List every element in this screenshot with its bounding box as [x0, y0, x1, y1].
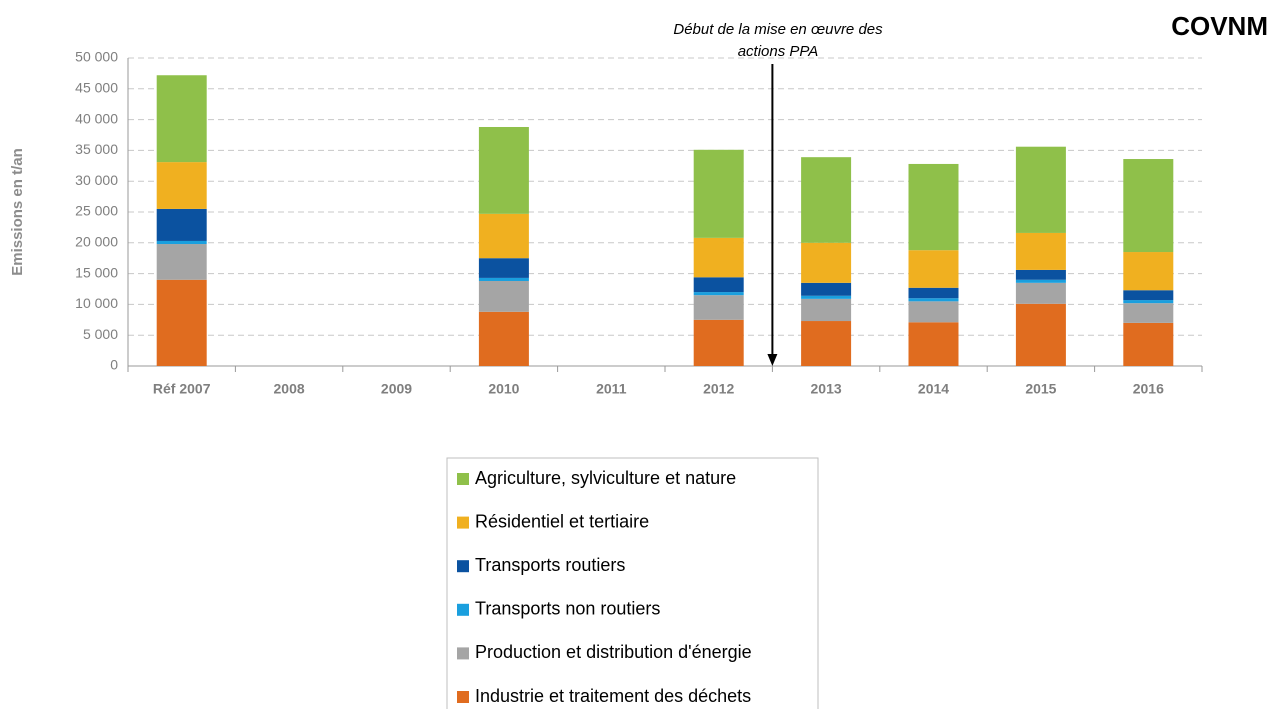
x-tick-label: 2011 [596, 381, 627, 397]
x-tick-label: Réf 2007 [153, 381, 211, 397]
bar-segment [1015, 146, 1066, 233]
annotation-arrowhead [767, 354, 778, 366]
bar-segment [693, 149, 744, 238]
bar-segment [478, 280, 529, 312]
bar-segment [908, 322, 959, 366]
legend-swatch [457, 473, 469, 485]
legend-swatch [457, 603, 469, 616]
bar-segment [908, 250, 959, 288]
bar-segment [156, 244, 207, 280]
bar-segment [156, 279, 207, 366]
bar-segment [693, 292, 744, 296]
bar-segment [1015, 269, 1066, 280]
bar-segment [1123, 252, 1174, 291]
legend-swatch [457, 560, 469, 573]
bar-segment [801, 295, 852, 299]
bar-segment [478, 213, 529, 259]
bar-segment [1015, 303, 1066, 366]
bar-segment [156, 240, 207, 245]
y-tick-label: 30 000 [75, 172, 118, 188]
bar-segment [1123, 303, 1174, 323]
y-axis-label: Emissions en t/an [9, 148, 26, 276]
x-tick-label: 2010 [488, 381, 519, 397]
x-tick-label: 2009 [381, 381, 412, 397]
bar-segment [801, 157, 852, 243]
bar-segment [908, 163, 959, 251]
bar-segment [908, 287, 959, 299]
bar-segment [478, 277, 529, 281]
bar-segment [693, 277, 744, 293]
bar-segment [478, 311, 529, 366]
bar-segment [908, 298, 959, 302]
bar-segment [1123, 159, 1174, 253]
legend-label: Production et distribution d'énergie [475, 642, 752, 662]
legend-swatch [457, 647, 469, 660]
x-tick-label: 2014 [918, 381, 949, 397]
legend-label: Agriculture, sylviculture et nature [475, 468, 736, 488]
legend-label: Transports routiers [475, 555, 625, 575]
bar-segment [1015, 232, 1066, 270]
legend-box [446, 457, 819, 709]
bar-segment [156, 208, 207, 241]
bar-segment [693, 319, 744, 366]
bar-segment [156, 75, 207, 163]
legend-label: Industrie et traitement des déchets [475, 686, 751, 706]
bar-segment [801, 242, 852, 283]
y-tick-label: 20 000 [75, 234, 118, 250]
chart-title: COVNM [1171, 11, 1268, 41]
y-tick-label: 50 000 [75, 49, 118, 65]
y-tick-label: 25 000 [75, 203, 118, 219]
legend-label: Transports non routiers [475, 599, 660, 619]
y-tick-label: 10 000 [75, 295, 118, 311]
y-tick-label: 5 000 [83, 326, 118, 342]
bar-segment [1123, 300, 1174, 304]
annotation: Début de la mise en œuvre des [673, 21, 883, 38]
x-tick-label: 2008 [274, 381, 305, 397]
x-tick-label: 2012 [703, 381, 734, 397]
x-tick-label: 2016 [1133, 381, 1164, 397]
bar-segment [801, 321, 852, 366]
y-tick-label: 0 [110, 357, 118, 373]
bar-segment [1123, 290, 1174, 301]
bar-segment [1015, 282, 1066, 304]
x-tick-label: 2015 [1025, 381, 1056, 397]
y-tick-label: 15 000 [75, 264, 118, 280]
annotation: actions PPA [738, 43, 819, 60]
bar-segment [1015, 279, 1066, 283]
y-tick-label: 40 000 [75, 110, 118, 126]
bar-segment [156, 162, 207, 209]
legend-label: Résidentiel et tertiaire [475, 511, 649, 531]
bar-segment [801, 282, 852, 296]
bar-segment [1123, 322, 1174, 366]
bar-segment [478, 126, 529, 214]
y-tick-label: 45 000 [75, 80, 118, 96]
bar-segment [908, 301, 959, 323]
x-tick-label: 2013 [811, 381, 842, 397]
legend-swatch [457, 516, 469, 529]
bar-segment [801, 298, 852, 322]
y-tick-label: 35 000 [75, 141, 118, 157]
legend-swatch [457, 691, 469, 703]
bar-segment [693, 295, 744, 320]
bar-segment [693, 237, 744, 278]
bar-segment [478, 258, 529, 278]
